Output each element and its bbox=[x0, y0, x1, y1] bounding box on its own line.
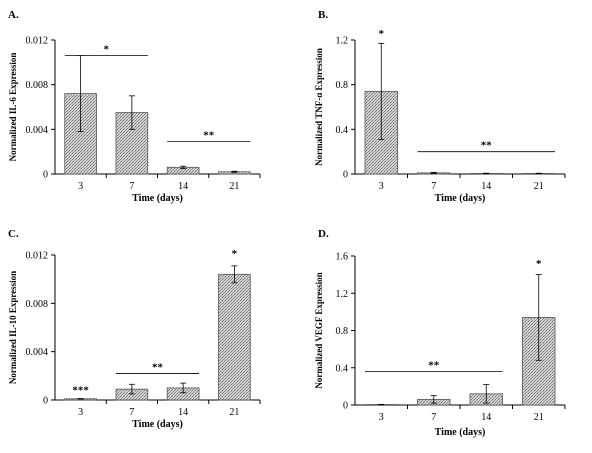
x-tick-label: 21 bbox=[534, 181, 544, 192]
y-axis-label: Normalized IL-6 Expression bbox=[8, 53, 18, 162]
panel-label: A. bbox=[8, 9, 19, 21]
y-tick-label: 0 bbox=[343, 170, 348, 181]
significance-label: ** bbox=[481, 140, 493, 152]
significance-label: * bbox=[379, 28, 385, 40]
x-tick-label: 14 bbox=[481, 412, 491, 423]
panel-label: B. bbox=[318, 9, 328, 21]
x-tick-label: 14 bbox=[178, 181, 188, 192]
y-axis-label: Normalized TNF-α Expression bbox=[314, 48, 324, 166]
significance-label: ** bbox=[428, 359, 440, 371]
x-tick-label: 21 bbox=[229, 407, 239, 418]
x-tick-label: 3 bbox=[379, 412, 384, 423]
y-tick-label: 0.8 bbox=[336, 80, 349, 91]
significance-label: * bbox=[536, 258, 542, 270]
x-tick-label: 7 bbox=[431, 412, 436, 423]
bar-day-7 bbox=[115, 112, 149, 175]
y-axis-label: Normalized IL-10 Expression bbox=[8, 271, 18, 384]
x-tick-label: 14 bbox=[481, 181, 491, 192]
chart-panel-2: B.00.40.81.23 7 14 21***Time (days)Normaliz… bbox=[314, 9, 566, 204]
y-axis-label: Normalized VEGF Expression bbox=[314, 272, 324, 388]
x-tick-label: 7 bbox=[431, 181, 436, 192]
y-tick-label: 0.008 bbox=[26, 80, 49, 91]
y-tick-label: 0.004 bbox=[26, 347, 49, 358]
x-axis-label: Time (days) bbox=[435, 193, 486, 204]
x-tick-label: 7 bbox=[129, 181, 134, 192]
y-tick-label: 0.004 bbox=[26, 125, 49, 136]
x-axis-label: Time (days) bbox=[435, 427, 486, 438]
y-tick-label: 0.4 bbox=[336, 363, 349, 374]
y-tick-label: 0.4 bbox=[336, 125, 349, 136]
significance-label: *** bbox=[72, 384, 89, 396]
x-axis-label: Time (days) bbox=[132, 193, 183, 204]
y-tick-label: 1.2 bbox=[336, 36, 349, 47]
x-tick-label: 21 bbox=[229, 181, 239, 192]
x-tick-label: 7 bbox=[129, 407, 134, 418]
y-tick-label: 0 bbox=[43, 396, 48, 407]
y-tick-label: 0.008 bbox=[26, 299, 49, 310]
y-tick-label: 0.012 bbox=[26, 36, 49, 47]
panel-label: D. bbox=[318, 228, 329, 240]
y-tick-label: 0.8 bbox=[336, 326, 349, 337]
significance-label: * bbox=[104, 44, 110, 56]
y-tick-label: 1.6 bbox=[336, 252, 349, 263]
x-tick-label: 3 bbox=[78, 407, 83, 418]
significance-label: ** bbox=[152, 361, 164, 373]
chart-panel-4: D.00.40.81.21.63 7 14 21***Time (days)Norma… bbox=[314, 228, 566, 438]
x-axis-label: Time (days) bbox=[132, 419, 183, 430]
y-tick-label: 0 bbox=[43, 170, 48, 181]
x-tick-label: 14 bbox=[178, 407, 188, 418]
bar-day-21 bbox=[218, 273, 251, 401]
x-tick-label: 21 bbox=[534, 412, 544, 423]
x-tick-label: 3 bbox=[78, 181, 83, 192]
y-tick-label: 0.012 bbox=[26, 251, 49, 262]
y-tick-label: 1.2 bbox=[336, 289, 349, 300]
y-tick-label: 0 bbox=[343, 401, 348, 412]
significance-label: ** bbox=[203, 130, 215, 142]
significance-label: * bbox=[232, 248, 238, 260]
panel-label: C. bbox=[8, 228, 19, 240]
x-tick-label: 3 bbox=[379, 181, 384, 192]
